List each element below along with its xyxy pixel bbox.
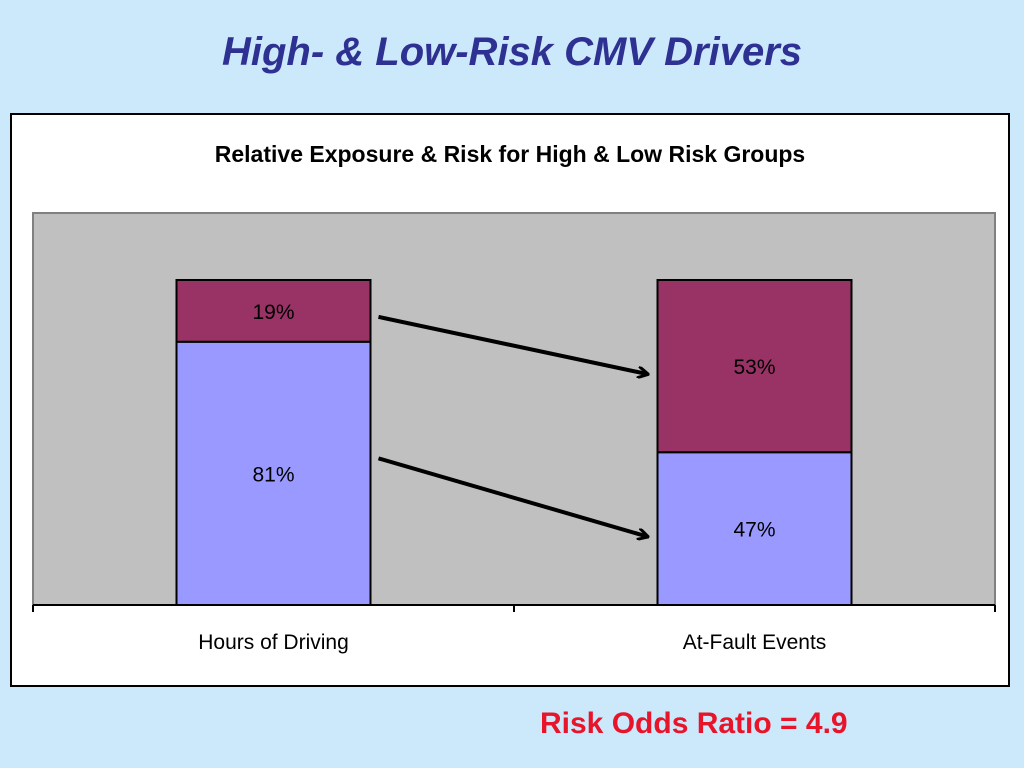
data-label-1-2: 19% <box>252 301 294 324</box>
x-tick-label-2: At-Fault Events <box>683 631 827 654</box>
data-label-2-1: 47% <box>733 519 775 542</box>
chart-frame: Relative Exposure & Risk for High & Low … <box>10 113 1010 687</box>
bar-segment-2-1 <box>656 451 853 606</box>
stacked-bar-chart: Relative Exposure & Risk for High & Low … <box>32 141 996 654</box>
bar-segment-2-2 <box>656 279 853 454</box>
bars-group: 81% 19% 47% 53% <box>175 279 853 606</box>
slide-title: High- & Low-Risk CMV Drivers <box>221 30 803 74</box>
arrow-2 <box>378 314 648 374</box>
x-axis: Hours of Driving At-Fault Events <box>32 604 996 654</box>
risk-odds-ratio: Risk Odds Ratio = 4.9 <box>540 707 848 740</box>
bar-segment-1-1 <box>175 340 372 606</box>
arrows-group <box>377 314 648 537</box>
chart-title: Relative Exposure & Risk for High & Low … <box>215 141 805 167</box>
data-label-2-2: 53% <box>733 356 775 379</box>
arrow-1 <box>377 456 648 536</box>
data-label-1-1: 81% <box>252 463 294 486</box>
bar-segment-1-2 <box>175 279 372 343</box>
x-tick-label-1: Hours of Driving <box>198 631 349 654</box>
